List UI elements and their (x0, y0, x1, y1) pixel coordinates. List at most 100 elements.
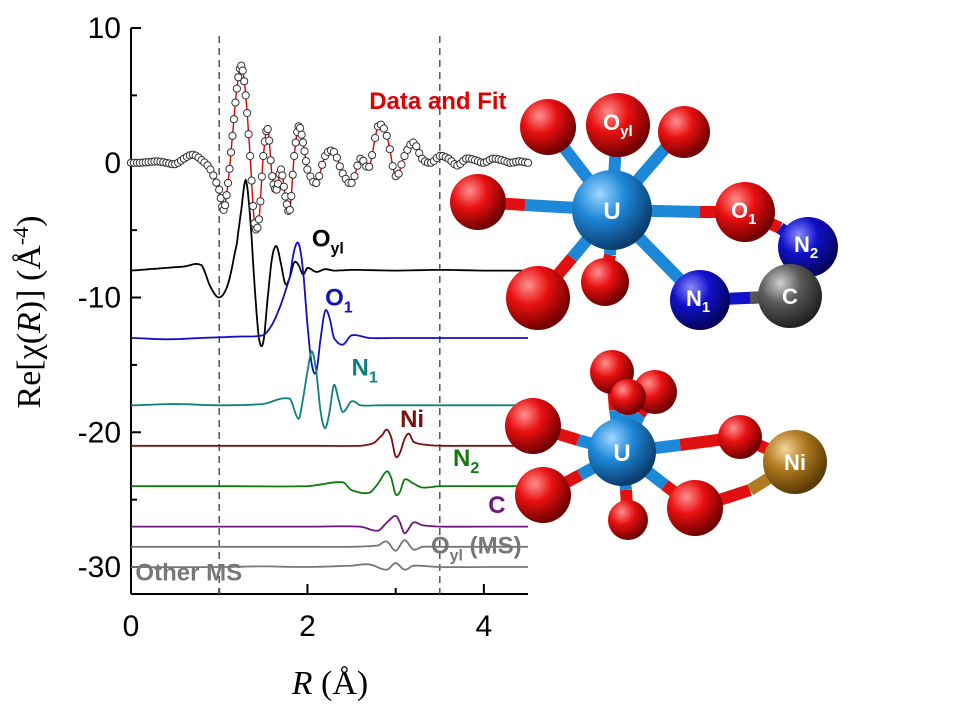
series-layer (130, 64, 529, 571)
atom-u-top (572, 170, 652, 250)
data-point (397, 160, 406, 169)
y-tick-label-2: -10 (78, 282, 121, 315)
atom-label-u-top: U (603, 198, 620, 225)
data-point (257, 172, 266, 181)
data-point (253, 223, 262, 232)
data-point (232, 84, 241, 93)
series-label-oylms: Oyl (MS) (431, 533, 522, 565)
fit-window-lines (218, 36, 441, 594)
atom-o-eq-left (450, 174, 506, 230)
data-point (246, 151, 255, 161)
data-point (268, 172, 277, 181)
series-label-n2: N2 (453, 445, 479, 477)
atom-o-low-center (608, 500, 648, 540)
series-line-n2 (131, 470, 528, 497)
data-point (223, 178, 233, 188)
data-point (290, 151, 299, 161)
atom-o-ax1 (520, 99, 576, 155)
data-point (241, 91, 250, 100)
data-point (379, 124, 388, 133)
data-point (353, 161, 362, 170)
y-tick-label-4: -30 (78, 551, 121, 584)
data-point (394, 169, 403, 178)
data-point (285, 205, 294, 214)
data-point (365, 162, 374, 171)
atom-c (758, 264, 822, 328)
data-point (385, 145, 394, 154)
data-point (350, 172, 359, 181)
data-point (243, 108, 252, 118)
atom-label-ni: Ni (784, 450, 806, 475)
series-label-data: Data and Fit (369, 88, 506, 115)
atom-u-bottom (588, 418, 656, 486)
data-point (254, 215, 263, 224)
series-line-c (131, 514, 528, 535)
atom-o-top3 (610, 379, 646, 415)
atom-o-low-left (506, 266, 570, 330)
data-point (288, 170, 297, 179)
data-point (212, 178, 221, 187)
series-label-o1: O1 (325, 285, 353, 317)
atom-n2 (778, 217, 838, 277)
atom-o1 (715, 182, 775, 242)
x-tick-label-1: 2 (299, 610, 316, 643)
atom-label-o1: O1 (731, 198, 756, 228)
data-markers (126, 61, 533, 234)
data-point (228, 131, 237, 140)
data-point (347, 178, 356, 188)
data-point (287, 192, 296, 201)
data-point (298, 138, 308, 147)
data-point (388, 162, 397, 171)
data-point (523, 158, 533, 167)
data-point (244, 130, 253, 139)
data-point (279, 182, 288, 191)
atom-oyl (586, 93, 650, 157)
data-point (259, 151, 268, 161)
y-axis-title: Re[χ(R)] (Å-4) (8, 216, 48, 409)
x-tick-label-0: 0 (123, 610, 140, 643)
data-point (303, 165, 312, 174)
atom-o-right (718, 415, 762, 459)
atom-ni (763, 430, 827, 494)
series-label-otherms: Other MS (135, 560, 242, 587)
atom-label-u-bottom: U (613, 440, 630, 467)
data-point (312, 178, 321, 188)
series-line-otherms (130, 562, 528, 571)
data-point (215, 185, 224, 194)
y-tick-label-3: -20 (78, 416, 121, 449)
data-point (265, 136, 274, 145)
data-point (266, 156, 275, 165)
atom-label-c: C (782, 284, 798, 309)
data-point (221, 201, 230, 210)
data-point (296, 123, 305, 133)
data-point (412, 142, 421, 151)
y-tick-label-1: 0 (104, 147, 121, 180)
atom-label-n2: N2 (794, 232, 818, 262)
series-label-c: C (488, 492, 505, 519)
atom-n1 (670, 270, 730, 330)
data-point (300, 147, 309, 156)
series-label-ni: Ni (400, 406, 424, 433)
atom-o-left (505, 398, 561, 454)
data-point (225, 164, 234, 173)
data-point (263, 125, 272, 134)
series-label-n1: N1 (352, 355, 378, 387)
data-point (256, 197, 265, 206)
series-line-n1 (130, 349, 528, 430)
series-line-ni (131, 428, 528, 459)
series-labels: Data and Fit Oyl O1 N1 Ni N2 C Oyl (MS) Other MS (135, 88, 521, 587)
data-point (278, 171, 287, 180)
data-point (291, 138, 300, 147)
data-point (209, 171, 218, 180)
data-point (315, 172, 324, 181)
data-point (240, 77, 249, 86)
data-point (297, 130, 306, 139)
data-point (335, 162, 344, 171)
data-point (226, 148, 236, 157)
data-point (222, 191, 231, 200)
structure-top: Oyl U O1 N2 N1 C (450, 93, 838, 330)
atom-o-ax2 (658, 106, 710, 158)
data-point (248, 201, 258, 211)
data-point (229, 115, 238, 124)
